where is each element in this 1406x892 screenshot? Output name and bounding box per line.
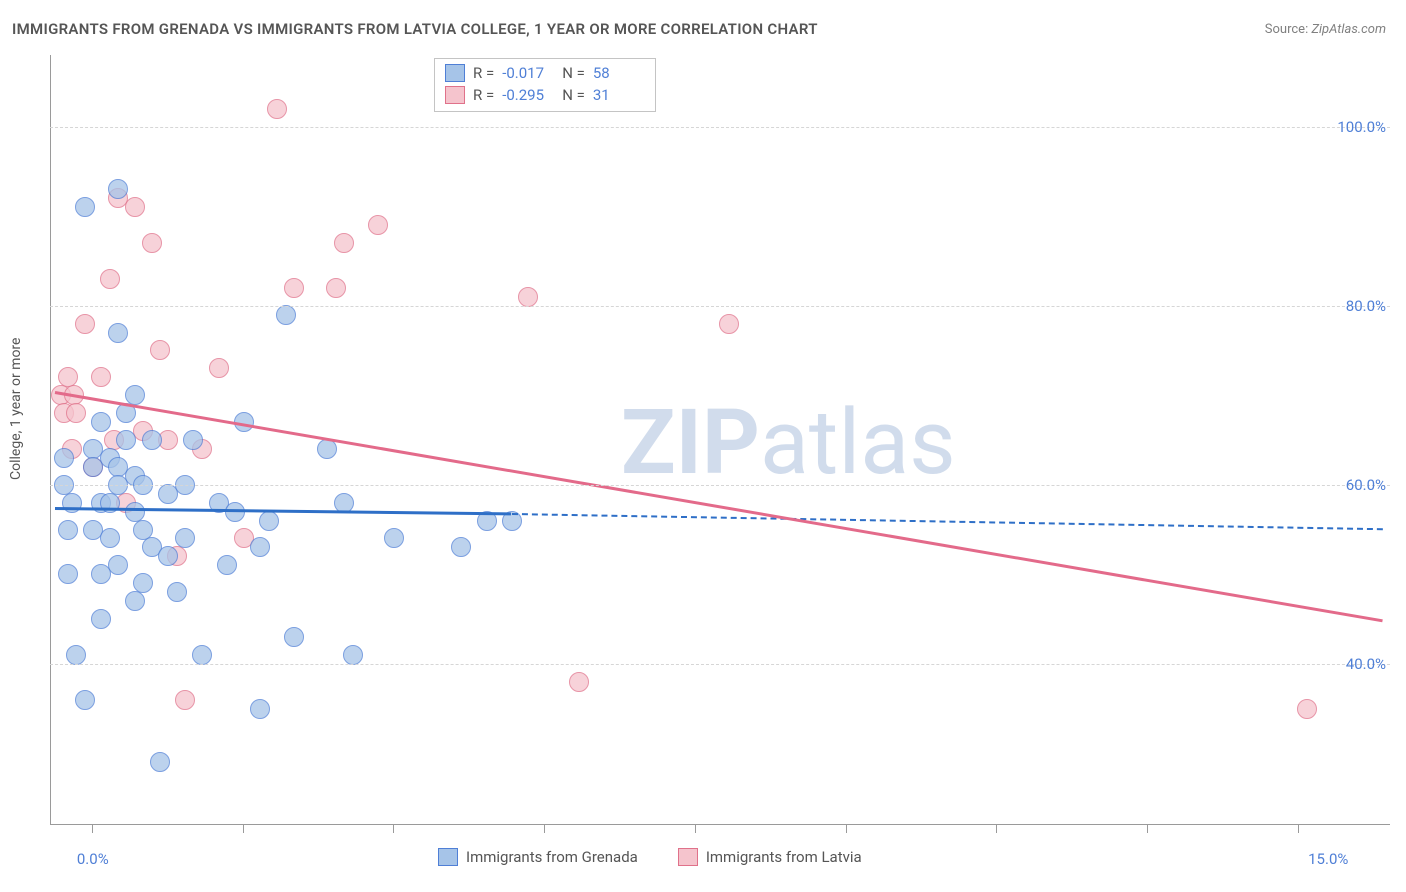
x-tick	[695, 825, 696, 833]
scatter-point-grenada	[108, 323, 128, 343]
scatter-point-latvia	[334, 233, 354, 253]
swatch-latvia	[445, 86, 465, 104]
x-tick	[243, 825, 244, 833]
r-value-grenada: -0.017	[502, 62, 554, 84]
scatter-point-grenada	[384, 528, 404, 548]
x-tick	[1298, 825, 1299, 833]
scatter-point-latvia	[125, 197, 145, 217]
scatter-point-grenada	[125, 385, 145, 405]
scatter-point-grenada	[75, 690, 95, 710]
scatter-point-grenada	[217, 555, 237, 575]
y-axis-label: College, 1 year or more	[8, 338, 24, 480]
scatter-point-grenada	[116, 430, 136, 450]
scatter-point-grenada	[250, 537, 270, 557]
scatter-point-grenada	[259, 511, 279, 531]
chart-container: IMMIGRANTS FROM GRENADA VS IMMIGRANTS FR…	[0, 0, 1406, 892]
watermark: ZIPatlas	[621, 390, 956, 495]
gridline	[50, 485, 1390, 486]
chart-title: IMMIGRANTS FROM GRENADA VS IMMIGRANTS FR…	[12, 20, 818, 38]
scatter-point-grenada	[54, 448, 74, 468]
scatter-point-grenada	[451, 537, 471, 557]
n-value-grenada: 58	[593, 62, 645, 84]
scatter-point-grenada	[108, 179, 128, 199]
scatter-point-latvia	[150, 340, 170, 360]
scatter-point-latvia	[326, 278, 346, 298]
scatter-point-latvia	[175, 690, 195, 710]
scatter-point-latvia	[569, 672, 589, 692]
swatch-latvia-icon	[678, 848, 698, 866]
series-legend: Immigrants from Grenada Immigrants from …	[438, 848, 862, 866]
legend-item-latvia: Immigrants from Latvia	[678, 848, 862, 866]
scatter-point-grenada	[91, 412, 111, 432]
y-tick-label: 80.0%	[1346, 297, 1386, 315]
scatter-point-grenada	[66, 645, 86, 665]
x-tick	[393, 825, 394, 833]
x-tick	[1147, 825, 1148, 833]
y-tick-label: 100.0%	[1337, 118, 1386, 136]
gridline	[50, 127, 1390, 128]
gridline	[50, 664, 1390, 665]
swatch-grenada-icon	[438, 848, 458, 866]
gridline	[50, 306, 1390, 307]
scatter-point-grenada	[150, 752, 170, 772]
x-tick	[544, 825, 545, 833]
correlation-legend: R = -0.017 N = 58 R = -0.295 N = 31	[434, 58, 656, 112]
source-value: ZipAtlas.com	[1311, 22, 1386, 37]
plot-area: ZIPatlas	[50, 55, 1390, 825]
swatch-grenada	[445, 64, 465, 82]
scatter-point-latvia	[91, 367, 111, 387]
scatter-point-latvia	[719, 314, 739, 334]
scatter-point-grenada	[276, 305, 296, 325]
scatter-point-grenada	[58, 520, 78, 540]
scatter-point-grenada	[284, 627, 304, 647]
scatter-point-latvia	[1297, 699, 1317, 719]
n-value-latvia: 31	[593, 84, 645, 106]
scatter-point-latvia	[209, 358, 229, 378]
scatter-point-grenada	[192, 645, 212, 665]
y-tick-label: 60.0%	[1346, 476, 1386, 494]
scatter-point-grenada	[142, 430, 162, 450]
scatter-point-grenada	[91, 609, 111, 629]
scatter-point-grenada	[343, 645, 363, 665]
scatter-point-latvia	[368, 215, 388, 235]
scatter-point-grenada	[175, 528, 195, 548]
scatter-point-latvia	[66, 403, 86, 423]
scatter-point-grenada	[75, 197, 95, 217]
x-tick-label: 15.0%	[1308, 850, 1348, 868]
scatter-point-grenada	[167, 582, 187, 602]
scatter-point-latvia	[142, 233, 162, 253]
scatter-point-grenada	[125, 591, 145, 611]
legend-row-grenada: R = -0.017 N = 58	[445, 62, 645, 84]
y-tick-label: 40.0%	[1346, 655, 1386, 673]
x-tick	[996, 825, 997, 833]
scatter-point-latvia	[75, 314, 95, 334]
scatter-point-latvia	[267, 99, 287, 119]
scatter-point-latvia	[518, 287, 538, 307]
r-value-latvia: -0.295	[502, 84, 554, 106]
source-label: Source:	[1265, 22, 1308, 37]
legend-item-grenada: Immigrants from Grenada	[438, 848, 638, 866]
scatter-point-grenada	[250, 699, 270, 719]
source-attribution: Source: ZipAtlas.com	[1265, 22, 1386, 37]
x-tick	[92, 825, 93, 833]
regression-line-grenada-extrapolated	[512, 513, 1383, 530]
scatter-point-grenada	[108, 555, 128, 575]
scatter-point-latvia	[284, 278, 304, 298]
scatter-point-grenada	[183, 430, 203, 450]
scatter-point-latvia	[100, 269, 120, 289]
scatter-point-grenada	[58, 564, 78, 584]
scatter-point-grenada	[100, 528, 120, 548]
scatter-point-grenada	[133, 573, 153, 593]
x-tick	[846, 825, 847, 833]
legend-row-latvia: R = -0.295 N = 31	[445, 84, 645, 106]
x-tick-label: 0.0%	[77, 850, 109, 868]
scatter-point-grenada	[158, 546, 178, 566]
